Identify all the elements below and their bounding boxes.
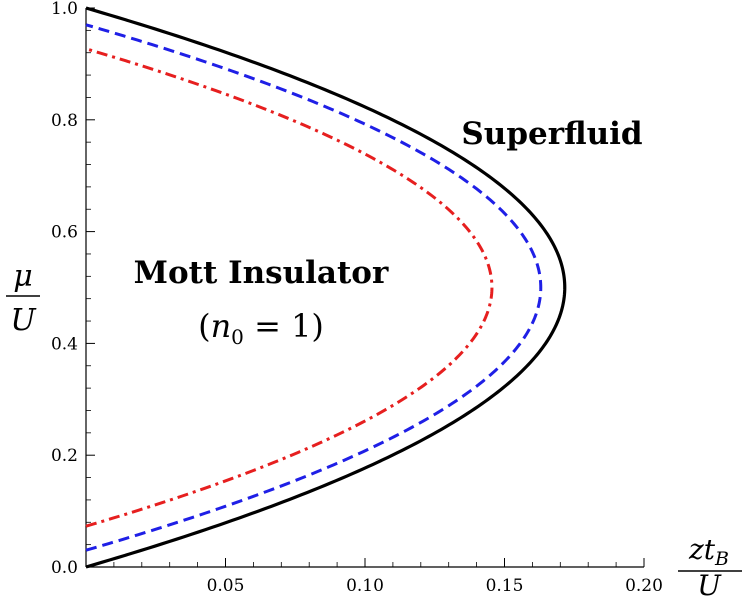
series-lines — [85, 6, 567, 569]
x-axis-numerator: ztB — [688, 533, 729, 570]
y-tick-label: 0.6 — [51, 223, 78, 243]
series-line-dashed — [85, 23, 543, 552]
y-tick-label: 0.0 — [51, 558, 78, 578]
y-axis-denominator: U — [10, 303, 37, 338]
ticks — [86, 7, 645, 568]
mott-filling-label: (n0 = 1) — [198, 307, 324, 349]
x-tick-label: 0.10 — [346, 576, 384, 596]
x-axis-denominator: U — [697, 569, 722, 598]
y-tick-label: 0.4 — [51, 334, 78, 354]
x-axis-title: ztB U — [678, 533, 742, 598]
y-tick-label: 0.8 — [51, 111, 78, 131]
y-axis-title: μ U — [6, 259, 40, 338]
x-tick-label: 0.15 — [486, 576, 524, 596]
x-tick-label: 0.05 — [207, 576, 245, 596]
x-tick-label: 0.20 — [625, 576, 663, 596]
mott-insulator-label: Mott Insulator — [134, 255, 389, 291]
y-axis-numerator: μ — [13, 259, 33, 294]
superfluid-label: Superfluid — [461, 116, 642, 152]
annotations: Mott Insulator (n0 = 1) Superfluid — [134, 116, 643, 349]
series-line-solid — [85, 6, 567, 569]
tick-labels: 0.05 0.10 0.15 0.20 0.0 0.2 0.4 0.6 0.8 1.0 — [51, 0, 663, 596]
y-tick-label: 1.0 — [51, 0, 78, 19]
y-tick-label: 0.2 — [51, 446, 78, 466]
